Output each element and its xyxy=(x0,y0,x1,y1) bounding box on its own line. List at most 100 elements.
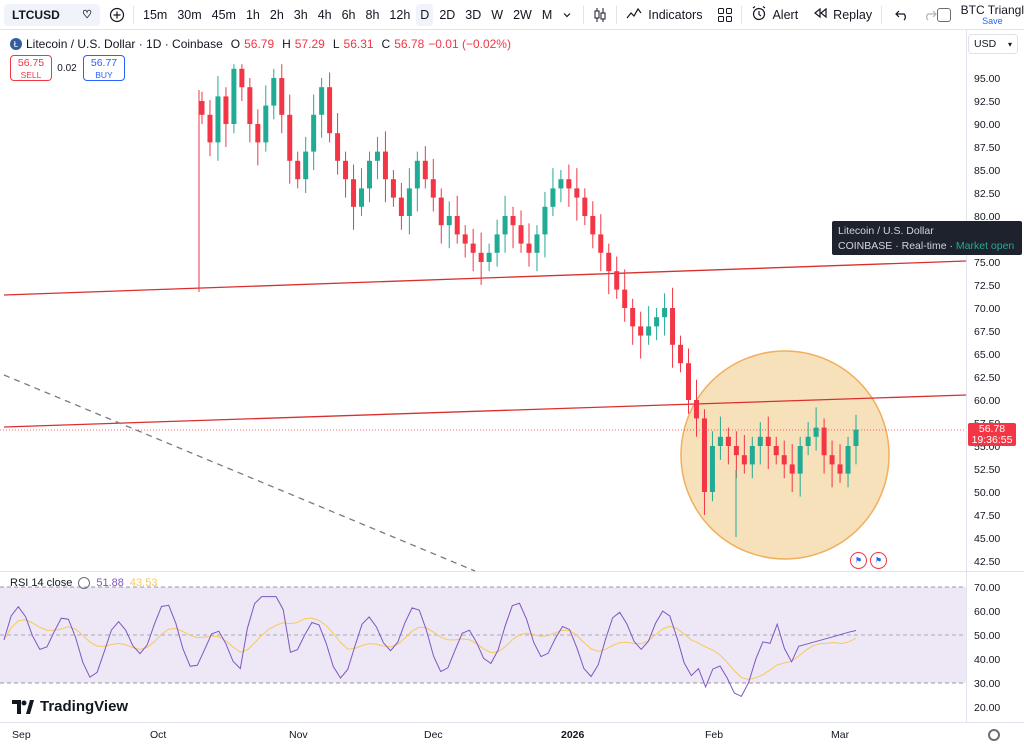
sell-button[interactable]: 56.75 SELL xyxy=(10,55,52,81)
candle-body xyxy=(622,289,628,308)
candle-body xyxy=(829,455,835,465)
price-tick-label: 80.00 xyxy=(974,211,1000,223)
candle-style-icon[interactable] xyxy=(589,4,611,26)
candle-body xyxy=(454,216,460,235)
time-axis[interactable]: Sep Oct Nov Dec 2026 Feb Mar xyxy=(0,722,1024,744)
series-title[interactable]: Litecoin / U.S. Dollar · 1D · Coinbase xyxy=(26,37,223,51)
candle-body xyxy=(406,188,412,216)
rsi-tick-label: 20.00 xyxy=(974,702,1000,714)
price-tick-label: 95.00 xyxy=(974,73,1000,85)
candle-body xyxy=(558,179,564,189)
last-price-value: 56.78 xyxy=(978,423,1006,435)
interval-group: 15m 30m 45m 1h 2h 3h 4h 6h 8h 12h D 2D 3D W 2W M xyxy=(139,3,556,26)
interval-12h[interactable]: 12h xyxy=(389,7,411,22)
candle-body xyxy=(638,326,644,336)
save-label[interactable]: Save xyxy=(982,16,1003,26)
series-legend: Ł Litecoin / U.S. Dollar · 1D · Coinbase… xyxy=(10,37,511,51)
upper-trendline xyxy=(3,260,967,296)
redo-icon[interactable] xyxy=(919,4,941,26)
candle-body xyxy=(654,317,660,327)
candle-body xyxy=(566,179,572,189)
price-tick-label: 72.50 xyxy=(974,280,1000,292)
high-label: H xyxy=(282,37,291,51)
us-flag-icon[interactable]: ⚑ xyxy=(850,552,867,569)
candle-body xyxy=(789,464,795,474)
candle-body xyxy=(709,446,715,492)
candle-body xyxy=(678,344,684,364)
currency-selector[interactable]: USD ▾ xyxy=(968,34,1018,54)
tooltip-status: Market open xyxy=(955,240,1015,252)
candle-body xyxy=(390,179,396,198)
rsi-line xyxy=(3,596,857,698)
interval-m[interactable]: M xyxy=(541,7,553,22)
interval-15m[interactable]: 15m xyxy=(143,7,168,22)
rsi-label[interactable]: RSI 14 close xyxy=(10,577,73,589)
undo-icon[interactable] xyxy=(891,4,913,26)
alert-button[interactable]: Alert xyxy=(747,4,802,26)
eye-icon[interactable] xyxy=(78,577,91,589)
tradingview-logo[interactable]: TradingView xyxy=(12,698,128,715)
rsi-tick-label: 70.00 xyxy=(974,582,1000,594)
candle-body xyxy=(366,160,372,189)
interval-w[interactable]: W xyxy=(491,7,504,22)
candle-body xyxy=(199,101,205,115)
time-label-dec: Dec xyxy=(424,729,443,741)
candle-body xyxy=(550,188,556,207)
candle-body xyxy=(231,68,237,124)
candle-body xyxy=(534,234,540,253)
layout-save[interactable]: BTC Triangl Save xyxy=(936,0,1024,30)
interval-3h[interactable]: 3h xyxy=(293,7,308,22)
symbol-search[interactable]: LTCUSD ♡ xyxy=(4,3,100,26)
gear-icon[interactable] xyxy=(988,729,1000,741)
rsi-tick-label: 30.00 xyxy=(974,678,1000,690)
candle-body xyxy=(574,188,580,198)
price-tick-label: 62.50 xyxy=(974,372,1000,384)
candle-body xyxy=(662,308,668,318)
tradingview-logo-icon xyxy=(12,699,34,714)
interval-6h[interactable]: 6h xyxy=(341,7,356,22)
candle-body xyxy=(486,252,492,262)
tooltip-realtime: Real-time xyxy=(901,240,947,252)
candle-body xyxy=(542,206,548,235)
replay-button[interactable]: Replay xyxy=(808,4,876,26)
interval-d[interactable]: D xyxy=(416,3,434,26)
price-tick-label: 92.50 xyxy=(974,96,1000,108)
currency-label: USD xyxy=(974,38,997,50)
candle-body xyxy=(701,418,707,492)
candle-body xyxy=(343,160,349,180)
price-chart-canvas[interactable]: 95.0092.5090.0087.5085.0082.5080.0077.50… xyxy=(0,30,1024,722)
candle-body xyxy=(741,455,747,465)
event-flags: ⚑ ⚑ xyxy=(850,552,887,569)
candle-body xyxy=(382,151,388,180)
sell-price: 56.75 xyxy=(17,57,45,69)
interval-2d[interactable]: 2D xyxy=(439,7,456,22)
replay-label: Replay xyxy=(833,7,873,22)
interval-30m[interactable]: 30m xyxy=(177,7,202,22)
price-tick-label: 82.50 xyxy=(974,188,1000,200)
interval-8h[interactable]: 8h xyxy=(365,7,380,22)
heart-icon[interactable]: ♡ xyxy=(82,9,92,21)
candle-body xyxy=(438,197,444,226)
top-toolbar: LTCUSD ♡ 15m 30m 45m 1h 2h 3h 4h 6h 8h 12h D 2D 3D W 2… xyxy=(0,0,1024,30)
chevron-down-icon[interactable] xyxy=(556,4,578,26)
templates-icon[interactable] xyxy=(714,4,736,26)
interval-2h[interactable]: 2h xyxy=(269,7,284,22)
alert-label: Alert xyxy=(772,7,799,22)
candle-body xyxy=(255,124,261,143)
indicators-button[interactable]: Indicators xyxy=(622,4,706,26)
plus-circle-icon[interactable] xyxy=(106,4,128,26)
interval-1h[interactable]: 1h xyxy=(245,7,260,22)
interval-4h[interactable]: 4h xyxy=(317,7,332,22)
us-flag-icon[interactable]: ⚑ xyxy=(870,552,887,569)
layout-name: BTC Triangl xyxy=(960,3,1024,17)
layout-checkbox[interactable] xyxy=(936,8,951,22)
interval-3d[interactable]: 3D xyxy=(465,7,482,22)
rsi-ma-line xyxy=(3,617,857,681)
interval-45m[interactable]: 45m xyxy=(211,7,236,22)
buy-button[interactable]: 56.77 BUY xyxy=(83,55,125,81)
open-value: 56.79 xyxy=(244,37,275,51)
candle-body xyxy=(239,68,245,88)
interval-2w[interactable]: 2W xyxy=(513,7,532,22)
sell-label: SELL xyxy=(20,70,42,80)
price-tick-label: 42.50 xyxy=(974,556,1000,568)
